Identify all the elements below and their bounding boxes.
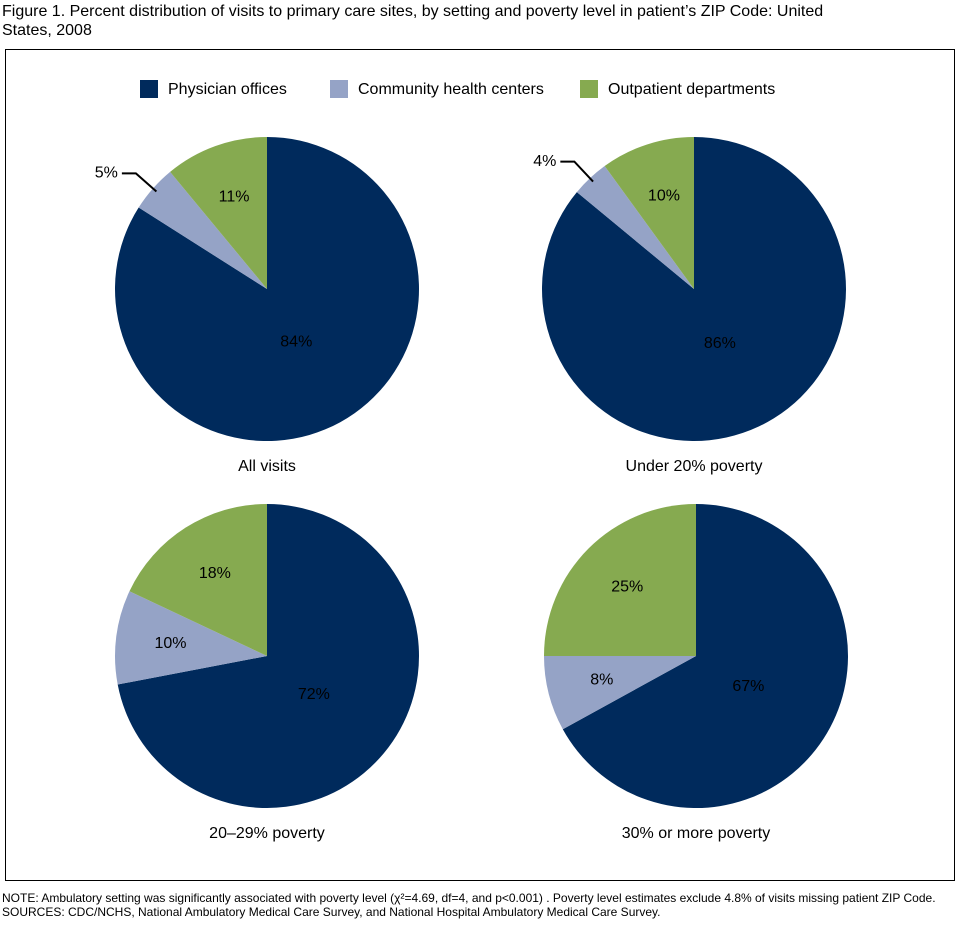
value-label: 25%: [611, 578, 643, 595]
pie-slice: [129, 504, 267, 656]
pie-slice: [170, 137, 267, 289]
legend-swatch: [330, 80, 348, 98]
chart: Physician offices Community health center…: [5, 49, 955, 881]
pie-slice: [544, 656, 696, 730]
pie-label: 20–29% poverty: [209, 825, 325, 842]
pie-slice: [117, 504, 420, 808]
value-label: 10%: [154, 635, 186, 652]
value-label: 11%: [219, 189, 250, 206]
value-label: 18%: [199, 565, 231, 582]
leader-line: [121, 172, 158, 193]
note: NOTE: Ambulatory setting was significant…: [2, 891, 936, 905]
pie-slice: [138, 171, 267, 289]
pie-label: 30% or more poverty: [622, 825, 771, 842]
value-label: 86%: [704, 335, 736, 352]
frame: [5, 49, 955, 881]
pie-slice: [604, 137, 694, 289]
pie-slice: [544, 504, 696, 656]
value-label: 84%: [280, 333, 312, 350]
pie-label: Under 20% poverty: [626, 458, 763, 475]
pie-label: All visits: [238, 458, 296, 475]
legend-label: Outpatient departments: [608, 81, 775, 98]
legend-label: Physician offices: [168, 81, 287, 98]
value-label: 72%: [298, 686, 330, 703]
pie-slice: [115, 591, 267, 685]
value-label: 5%: [95, 165, 118, 182]
leader-line: [560, 160, 594, 183]
value-label: 67%: [732, 678, 764, 695]
legend-swatch: [580, 80, 598, 98]
value-label: 4%: [533, 153, 556, 170]
value-label: 10%: [648, 188, 680, 205]
pie-slice: [576, 166, 694, 289]
legend-label: Community health centers: [358, 81, 544, 98]
pie-slice: [541, 137, 846, 441]
notes: NOTE: Ambulatory setting was significant…: [2, 891, 947, 919]
chart-title: Figure 1. Percent distribution of visits…: [2, 3, 824, 39]
pie-slice: [562, 504, 849, 809]
source: SOURCES: CDC/NCHS, National Ambulatory M…: [2, 905, 661, 919]
value-label: 8%: [590, 671, 613, 688]
legend-swatch: [140, 80, 158, 98]
